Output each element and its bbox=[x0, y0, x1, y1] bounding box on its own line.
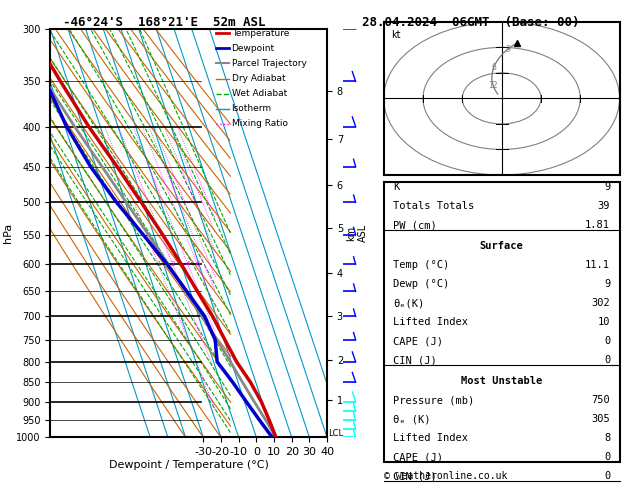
Text: θₑ(K): θₑ(K) bbox=[393, 298, 425, 308]
Text: CIN (J): CIN (J) bbox=[393, 355, 437, 365]
Text: 9: 9 bbox=[604, 279, 610, 289]
Text: -46°24'S  168°21'E  52m ASL: -46°24'S 168°21'E 52m ASL bbox=[63, 16, 265, 29]
Text: Temperature: Temperature bbox=[231, 29, 289, 38]
Text: Isotherm: Isotherm bbox=[231, 104, 272, 113]
Text: 11.1: 11.1 bbox=[585, 260, 610, 270]
Text: K: K bbox=[393, 182, 399, 192]
Text: Mixing Ratio: Mixing Ratio bbox=[231, 120, 287, 128]
Text: Dewp (°C): Dewp (°C) bbox=[393, 279, 449, 289]
Text: 6: 6 bbox=[195, 261, 199, 267]
Text: 12: 12 bbox=[489, 81, 498, 90]
Text: 39: 39 bbox=[598, 201, 610, 211]
Text: Wet Adiabat: Wet Adiabat bbox=[231, 89, 287, 98]
Text: 9: 9 bbox=[505, 45, 510, 54]
Text: Dewpoint: Dewpoint bbox=[231, 44, 275, 53]
Text: Most Unstable: Most Unstable bbox=[461, 376, 542, 386]
Text: 0: 0 bbox=[604, 355, 610, 365]
Y-axis label: km
ASL: km ASL bbox=[346, 224, 367, 243]
Text: 1.81: 1.81 bbox=[585, 220, 610, 230]
Text: © weatheronline.co.uk: © weatheronline.co.uk bbox=[384, 471, 507, 481]
Text: 28.04.2024  06GMT  (Base: 00): 28.04.2024 06GMT (Base: 00) bbox=[362, 16, 579, 29]
Text: kt: kt bbox=[391, 30, 401, 39]
Text: CIN (J): CIN (J) bbox=[393, 471, 437, 481]
Text: Pressure (mb): Pressure (mb) bbox=[393, 395, 474, 405]
Text: 9: 9 bbox=[604, 182, 610, 192]
Text: 302: 302 bbox=[591, 298, 610, 308]
Text: LCL: LCL bbox=[328, 430, 343, 438]
Text: 6: 6 bbox=[491, 63, 496, 72]
Text: Temp (°C): Temp (°C) bbox=[393, 260, 449, 270]
Text: 4: 4 bbox=[186, 261, 190, 267]
Text: 0: 0 bbox=[604, 336, 610, 346]
Text: 305: 305 bbox=[591, 414, 610, 424]
Text: Parcel Trajectory: Parcel Trajectory bbox=[231, 59, 306, 68]
Text: Dry Adiabat: Dry Adiabat bbox=[231, 74, 285, 83]
Text: 1: 1 bbox=[156, 261, 160, 267]
Text: 8: 8 bbox=[604, 433, 610, 443]
Text: Surface: Surface bbox=[480, 241, 523, 251]
Text: 2: 2 bbox=[170, 261, 175, 267]
Text: 750: 750 bbox=[591, 395, 610, 405]
Text: Lifted Index: Lifted Index bbox=[393, 433, 468, 443]
Text: PW (cm): PW (cm) bbox=[393, 220, 437, 230]
Text: CAPE (J): CAPE (J) bbox=[393, 452, 443, 462]
Y-axis label: hPa: hPa bbox=[3, 223, 13, 243]
Text: 10: 10 bbox=[598, 317, 610, 327]
Text: θₑ (K): θₑ (K) bbox=[393, 414, 431, 424]
Text: 0: 0 bbox=[604, 471, 610, 481]
X-axis label: Dewpoint / Temperature (°C): Dewpoint / Temperature (°C) bbox=[109, 460, 269, 470]
Text: CAPE (J): CAPE (J) bbox=[393, 336, 443, 346]
Text: Lifted Index: Lifted Index bbox=[393, 317, 468, 327]
Text: 0: 0 bbox=[604, 452, 610, 462]
Text: Totals Totals: Totals Totals bbox=[393, 201, 474, 211]
